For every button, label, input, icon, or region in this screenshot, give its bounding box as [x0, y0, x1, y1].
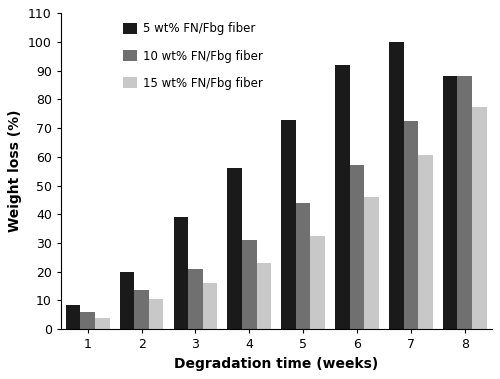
- Bar: [120, 272, 134, 329]
- Bar: [202, 283, 218, 329]
- Bar: [389, 42, 404, 329]
- X-axis label: Degradation time (weeks): Degradation time (weeks): [174, 357, 378, 371]
- Bar: [188, 269, 202, 329]
- Y-axis label: Weight loss (%): Weight loss (%): [8, 110, 22, 232]
- Bar: [404, 121, 418, 329]
- Bar: [95, 318, 110, 329]
- Bar: [149, 299, 164, 329]
- Bar: [256, 263, 271, 329]
- Bar: [335, 65, 349, 329]
- Bar: [80, 312, 95, 329]
- Bar: [174, 217, 188, 329]
- Bar: [310, 236, 325, 329]
- Bar: [228, 168, 242, 329]
- Bar: [443, 77, 458, 329]
- Bar: [364, 197, 379, 329]
- Bar: [458, 77, 472, 329]
- Legend: 5 wt% FN/Fbg fiber, 10 wt% FN/Fbg fiber, 15 wt% FN/Fbg fiber: 5 wt% FN/Fbg fiber, 10 wt% FN/Fbg fiber,…: [122, 22, 262, 90]
- Bar: [418, 155, 432, 329]
- Bar: [242, 240, 256, 329]
- Bar: [350, 166, 364, 329]
- Bar: [472, 106, 486, 329]
- Bar: [282, 119, 296, 329]
- Bar: [134, 290, 149, 329]
- Bar: [66, 305, 80, 329]
- Bar: [296, 203, 310, 329]
